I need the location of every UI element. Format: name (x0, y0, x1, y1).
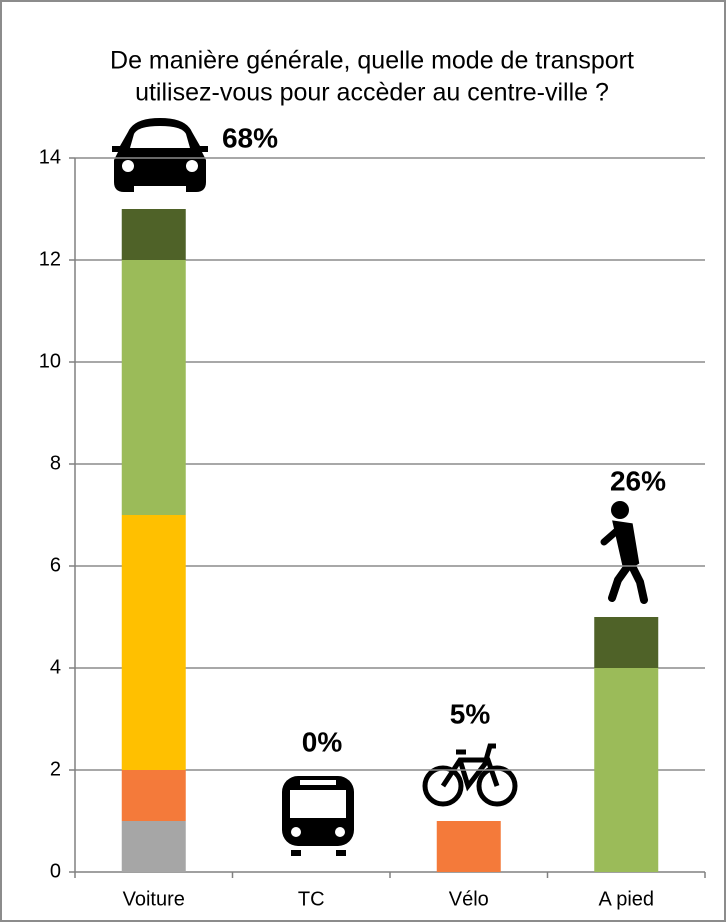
bar-segment (436, 821, 501, 872)
bar-segment (594, 617, 659, 668)
bar-segment (121, 770, 186, 821)
y-tick-label: 8 (50, 452, 61, 474)
annotation: 0% (302, 726, 343, 757)
y-tick-label: 2 (50, 758, 61, 780)
y-tick-label: 12 (39, 248, 61, 270)
y-tick-label: 4 (50, 656, 61, 678)
x-tick-label: Voiture (123, 888, 185, 910)
bar-segment (121, 260, 186, 515)
y-tick-label: 6 (50, 554, 61, 576)
bus-icon (282, 776, 354, 856)
car-icon (112, 118, 208, 192)
walker-icon (600, 501, 648, 604)
y-tick-label: 10 (39, 350, 61, 372)
chart-title: De manière générale, quelle mode de tran… (110, 47, 634, 75)
annotation: 68% (222, 122, 278, 153)
chart-title: utilisez-vous pour accèder au centre-vil… (135, 79, 609, 107)
y-tick-label: 14 (39, 146, 61, 168)
bar-segment (121, 821, 186, 872)
x-tick-label: Vélo (449, 888, 489, 910)
x-tick-label: TC (298, 888, 325, 910)
bar-segment (594, 668, 659, 872)
x-tick-label: A pied (598, 888, 654, 910)
bar-segment (121, 515, 186, 770)
bike-icon (422, 743, 518, 807)
bar-segment (121, 209, 186, 260)
y-tick-label: 0 (50, 860, 61, 882)
annotation: 5% (450, 698, 491, 729)
annotation: 26% (610, 465, 666, 496)
